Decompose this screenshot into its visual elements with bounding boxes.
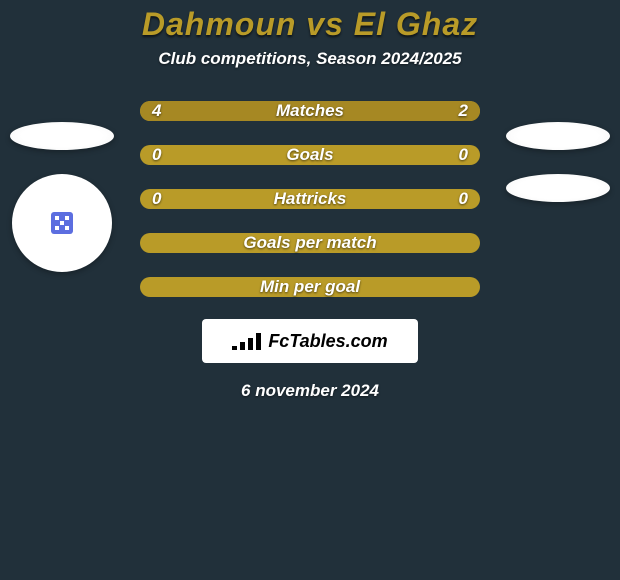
right-player-portraits [506, 122, 610, 272]
brand-text: FcTables.com [268, 331, 387, 352]
row-label: Min per goal [140, 277, 480, 297]
right-value: 2 [459, 101, 468, 121]
stat-row: Min per goal [140, 277, 480, 297]
comparison-card: Dahmoun vs El Ghaz Club competitions, Se… [0, 0, 620, 580]
left-player-ellipse [10, 122, 114, 150]
brand-box[interactable]: FcTables.com [202, 319, 418, 363]
brand-bars-icon [232, 333, 261, 350]
right-value: 0 [459, 145, 468, 165]
stat-rows: 4Matches20Goals00Hattricks0Goals per mat… [140, 101, 480, 297]
footer-date: 6 november 2024 [0, 381, 620, 401]
row-label: Hattricks [140, 189, 480, 209]
right-player-ellipse-2 [506, 174, 610, 202]
right-value: 0 [459, 189, 468, 209]
stat-row: Goals per match [140, 233, 480, 253]
left-player-circle [12, 174, 112, 272]
left-player-portraits [10, 122, 114, 272]
stat-row: 0Hattricks0 [140, 189, 480, 209]
page-title: Dahmoun vs El Ghaz [0, 6, 620, 43]
row-label: Goals per match [140, 233, 480, 253]
stat-row: 0Goals0 [140, 145, 480, 165]
stat-row: 4Matches2 [140, 101, 480, 121]
row-label: Matches [140, 101, 480, 121]
subtitle: Club competitions, Season 2024/2025 [0, 49, 620, 69]
avatar-placeholder-icon [51, 212, 73, 234]
row-label: Goals [140, 145, 480, 165]
right-player-ellipse-1 [506, 122, 610, 150]
